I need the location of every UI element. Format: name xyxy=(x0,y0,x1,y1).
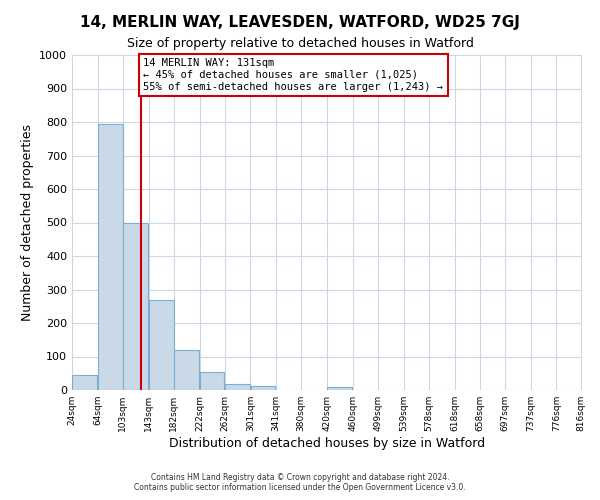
Text: 14 MERLIN WAY: 131sqm
← 45% of detached houses are smaller (1,025)
55% of semi-d: 14 MERLIN WAY: 131sqm ← 45% of detached … xyxy=(143,58,443,92)
Bar xyxy=(123,222,148,390)
Bar xyxy=(98,124,123,390)
Bar xyxy=(327,388,352,390)
Bar xyxy=(251,386,275,390)
Bar xyxy=(200,372,224,390)
Y-axis label: Number of detached properties: Number of detached properties xyxy=(20,124,34,321)
X-axis label: Distribution of detached houses by size in Watford: Distribution of detached houses by size … xyxy=(169,437,485,450)
Bar xyxy=(226,384,250,390)
Text: Size of property relative to detached houses in Watford: Size of property relative to detached ho… xyxy=(127,38,473,51)
Text: 14, MERLIN WAY, LEAVESDEN, WATFORD, WD25 7GJ: 14, MERLIN WAY, LEAVESDEN, WATFORD, WD25… xyxy=(80,15,520,30)
Bar xyxy=(72,374,97,390)
Text: Contains HM Land Registry data © Crown copyright and database right 2024.
Contai: Contains HM Land Registry data © Crown c… xyxy=(134,473,466,492)
Bar xyxy=(174,350,199,390)
Bar xyxy=(149,300,173,390)
